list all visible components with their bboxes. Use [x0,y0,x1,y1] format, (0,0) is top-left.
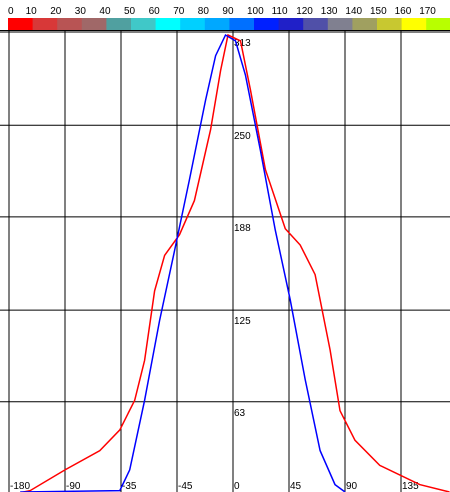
color-swatch [81,18,107,30]
colorbar-label: 10 [26,6,38,17]
x-tick-label: 45 [290,481,302,492]
color-swatch [131,18,157,30]
color-swatch [8,18,34,30]
x-tick-label: -45 [178,481,193,492]
color-swatch [57,18,83,30]
y-tick-label: 63 [234,408,246,419]
colorbar-label: 40 [99,6,111,17]
colorbar-label: 0 [8,6,14,17]
x-tick-label: 90 [346,481,358,492]
colorbar-label: 160 [395,6,412,17]
colorbar-label: 80 [198,6,210,17]
curve [19,33,450,492]
color-swatch [303,18,329,30]
x-tick-label: -180 [10,481,30,492]
x-tick-label: 0 [234,481,240,492]
y-tick-label: 250 [234,131,251,142]
y-tick-label: 313 [234,38,251,49]
color-swatch [229,18,255,30]
y-tick-label: 188 [234,223,251,234]
color-swatch [401,18,427,30]
color-swatch [254,18,280,30]
color-swatch [180,18,206,30]
colorbar-label: 50 [124,6,136,17]
colorbar-label: 30 [75,6,87,17]
color-swatch [278,18,304,30]
color-swatch [352,18,378,30]
colorbar-label: 60 [149,6,161,17]
colorbar-label: 140 [345,6,362,17]
colorbar-label: 150 [370,6,387,17]
color-swatch [204,18,230,30]
color-swatch [32,18,58,30]
color-swatch [426,18,450,30]
color-swatch [377,18,403,30]
colorbar-label: 120 [296,6,313,17]
x-tick-label: -90 [66,481,81,492]
colorbar-label: 110 [272,6,288,17]
x-tick-label: -35 [122,481,137,492]
colorbar-label: 170 [419,6,436,17]
colorbar-label: 70 [173,6,185,17]
colorbar-label: 20 [50,6,62,17]
colorbar-label: 130 [321,6,338,17]
colorbar-label: 90 [222,6,234,17]
color-swatch [327,18,353,30]
y-tick-label: 125 [234,316,251,327]
curve [20,33,346,492]
color-swatch [155,18,181,30]
color-swatch [106,18,132,30]
colorbar-label: 100 [247,6,264,17]
x-tick-label: 135 [402,481,419,492]
